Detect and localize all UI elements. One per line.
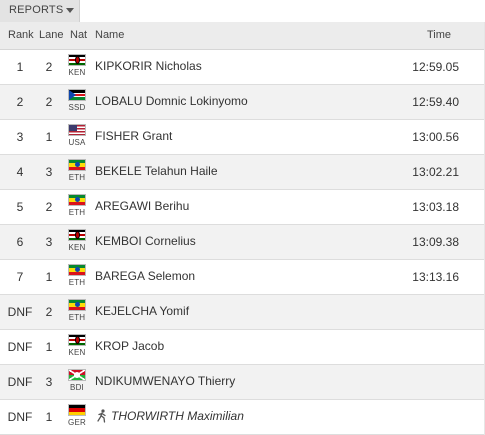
header-nat[interactable]: Nat <box>70 29 88 41</box>
athlete-name-link[interactable]: KEMBOI Cornelius <box>95 234 196 248</box>
athlete-name-link[interactable]: KIPKORIR Nicholas <box>95 59 202 73</box>
flag-ken-icon <box>68 229 86 241</box>
rank-cell: DNF <box>7 340 33 354</box>
reports-label: REPORTS <box>9 4 64 16</box>
time-cell: 12:59.05 <box>412 60 459 74</box>
flag-usa-icon <box>68 124 86 136</box>
athlete-name-link[interactable]: THORWIRTH Maximilian <box>111 409 244 423</box>
nat-code: KEN <box>68 243 86 252</box>
table-row[interactable]: 4 3 ETH BEKELE Telahun Haile 13:02.21 <box>0 155 485 190</box>
rank-cell: 4 <box>16 165 24 179</box>
table-row[interactable]: DNF 1 GER THORWIRTH Maximilian <box>0 400 485 435</box>
lane-cell: 3 <box>45 165 53 179</box>
nat-code: KEN <box>68 68 86 77</box>
flag-ger-icon <box>68 404 86 416</box>
lane-cell: 3 <box>45 375 53 389</box>
time-cell: 13:02.21 <box>412 165 459 179</box>
lane-cell: 2 <box>45 95 53 109</box>
table-row[interactable]: 3 1 USA FISHER Grant 13:00.56 <box>0 120 485 155</box>
lane-cell: 2 <box>45 305 53 319</box>
flag-ken-icon <box>68 334 86 346</box>
athlete-name-link[interactable]: LOBALU Domnic Lokinyomo <box>95 94 248 108</box>
nat-code: USA <box>68 138 86 147</box>
nat-code: ETH <box>68 208 86 217</box>
athlete-name-link[interactable]: NDIKUMWENAYO Thierry <box>95 374 236 388</box>
rank-cell: 2 <box>16 95 24 109</box>
athlete-name-link[interactable]: AREGAWI Berihu <box>95 199 190 213</box>
rank-cell: 7 <box>16 270 24 284</box>
lane-cell: 1 <box>45 340 53 354</box>
nat-code: ETH <box>68 173 86 182</box>
time-cell: 13:00.56 <box>412 130 459 144</box>
time-cell: 13:03.18 <box>412 200 459 214</box>
top-bar: REPORTS <box>0 0 485 22</box>
chevron-down-icon <box>66 8 74 13</box>
flag-eth-icon <box>68 264 86 276</box>
rank-cell: DNF <box>7 375 33 389</box>
flag-ken-icon <box>68 54 86 66</box>
table-row[interactable]: DNF 3 BDI NDIKUMWENAYO Thierry <box>0 365 485 400</box>
runner-icon <box>97 409 106 423</box>
header-name[interactable]: Name <box>95 29 125 41</box>
header-time[interactable]: Time <box>426 29 451 41</box>
rank-cell: 3 <box>16 130 24 144</box>
rank-cell: DNF <box>7 305 33 319</box>
athlete-name-link[interactable]: BEKELE Telahun Haile <box>95 164 218 178</box>
time-cell: 12:59.40 <box>412 95 459 109</box>
table-row[interactable]: 2 2 SSD LOBALU Domnic Lokinyomo 12:59.40 <box>0 85 485 120</box>
flag-eth-icon <box>68 159 86 171</box>
athlete-name-link[interactable]: FISHER Grant <box>95 129 173 143</box>
nat-code: ETH <box>68 278 86 287</box>
table-row[interactable]: 6 3 KEN KEMBOI Cornelius 13:09.38 <box>0 225 485 260</box>
flag-ssd-icon <box>68 89 86 101</box>
rank-cell: 5 <box>16 200 24 214</box>
table-row[interactable]: DNF 1 KEN KROP Jacob <box>0 330 485 365</box>
nat-code: SSD <box>68 103 86 112</box>
rank-cell: DNF <box>7 410 33 424</box>
table-row[interactable]: 5 2 ETH AREGAWI Berihu 13:03.18 <box>0 190 485 225</box>
time-cell: 13:09.38 <box>412 235 459 249</box>
athlete-name-link[interactable]: BAREGA Selemon <box>95 269 196 283</box>
flag-bdi-icon <box>68 369 86 381</box>
lane-cell: 3 <box>45 235 53 249</box>
lane-cell: 2 <box>45 200 53 214</box>
rank-cell: 6 <box>16 235 24 249</box>
nat-code: KEN <box>68 348 86 357</box>
nat-code: BDI <box>70 383 84 392</box>
flag-eth-icon <box>68 194 86 206</box>
athlete-name-link[interactable]: KROP Jacob <box>95 339 165 353</box>
nat-code: ETH <box>68 313 86 322</box>
header-rank[interactable]: Rank <box>8 29 34 41</box>
lane-cell: 2 <box>45 60 53 74</box>
lane-cell: 1 <box>45 270 53 284</box>
lane-cell: 1 <box>45 410 53 424</box>
time-cell: 13:13.16 <box>412 270 459 284</box>
header-lane[interactable]: Lane <box>39 29 64 41</box>
lane-cell: 1 <box>45 130 53 144</box>
rank-cell: 1 <box>16 60 24 74</box>
athlete-name-link[interactable]: KEJELCHA Yomif <box>95 304 190 318</box>
table-row[interactable]: 1 2 KEN KIPKORIR Nicholas 12:59.05 <box>0 50 485 85</box>
reports-dropdown[interactable]: REPORTS <box>0 0 80 22</box>
table-row[interactable]: DNF 2 ETH KEJELCHA Yomif <box>0 295 485 330</box>
table-row[interactable]: 7 1 ETH BAREGA Selemon 13:13.16 <box>0 260 485 295</box>
nat-code: GER <box>68 418 86 427</box>
table-header: Rank Lane Nat Name Time <box>0 22 485 50</box>
flag-eth-icon <box>68 299 86 311</box>
